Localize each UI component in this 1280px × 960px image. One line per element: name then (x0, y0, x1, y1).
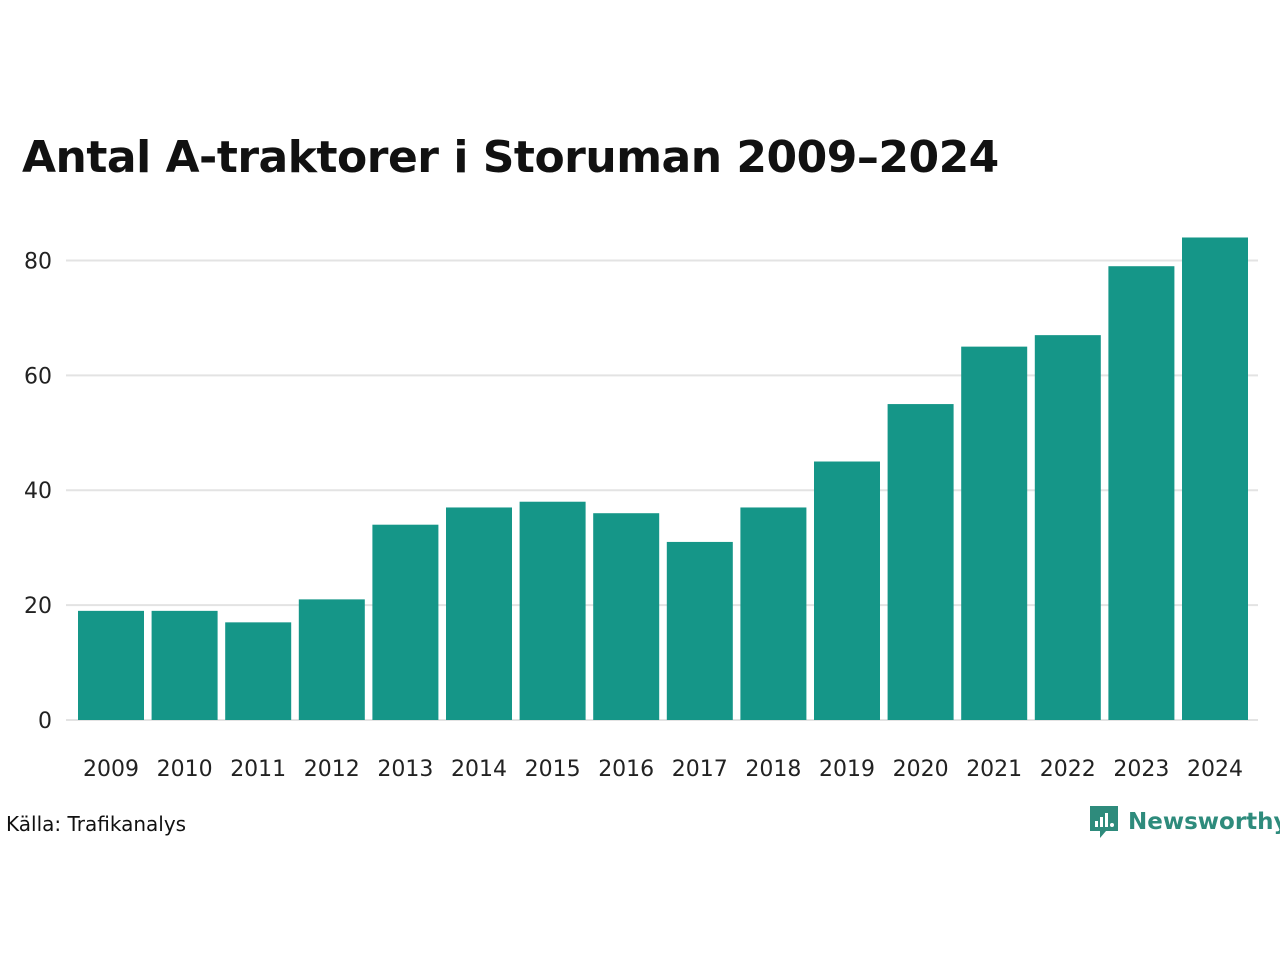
x-axis-ticks: 2009 2010 2011 2012 2013 2014 2015 2016 2017 2018… (83, 757, 1243, 782)
bar-2012 (298, 599, 365, 720)
y-tick-label: 20 (24, 594, 52, 619)
x-tick-label: 2024 (1187, 757, 1243, 782)
newsworthy-logo-icon (1090, 806, 1118, 838)
bar-2021 (961, 346, 1028, 720)
y-axis-ticks: 0 20 40 60 80 (24, 249, 52, 734)
bar-2016 (593, 513, 660, 720)
x-tick-label: 2010 (157, 757, 213, 782)
bar-2019 (814, 461, 880, 720)
x-tick-label: 2014 (451, 757, 507, 782)
x-tick-label: 2017 (672, 757, 728, 782)
x-tick-label: 2019 (819, 757, 875, 782)
source-note: Källa: Trafikanalys (6, 812, 187, 836)
x-tick-label: 2023 (1113, 757, 1169, 782)
x-tick-label: 2018 (745, 757, 801, 782)
bar-2011 (225, 622, 292, 720)
bar-2020 (887, 404, 954, 720)
brand-name: Newsworthy (1128, 809, 1280, 835)
x-tick-label: 2022 (1040, 757, 1096, 782)
bar-2024 (1182, 237, 1248, 720)
bar-2023 (1108, 266, 1175, 720)
x-tick-label: 2021 (966, 757, 1022, 782)
bar-2022 (1034, 335, 1101, 720)
y-tick-label: 80 (24, 249, 52, 274)
bar-2009 (78, 610, 144, 720)
bar-2018 (740, 507, 807, 720)
bars (78, 237, 1248, 720)
x-tick-label: 2012 (304, 757, 360, 782)
bar-2015 (519, 501, 586, 720)
brand-logo: Newsworthy (1088, 804, 1280, 840)
x-tick-label: 2013 (377, 757, 433, 782)
x-tick-label: 2020 (893, 757, 949, 782)
y-tick-label: 0 (38, 709, 52, 734)
x-tick-label: 2015 (525, 757, 581, 782)
x-tick-label: 2016 (598, 757, 654, 782)
x-tick-label: 2011 (230, 757, 286, 782)
y-tick-label: 40 (24, 479, 52, 504)
y-tick-label: 60 (24, 364, 52, 389)
chart-title: Antal A-traktorer i Storuman 2009–2024 (22, 132, 999, 183)
bar-2010 (151, 610, 218, 720)
bar-2014 (446, 507, 512, 720)
bar-2017 (666, 541, 733, 720)
bar-2013 (372, 524, 439, 720)
x-tick-label: 2009 (83, 757, 139, 782)
